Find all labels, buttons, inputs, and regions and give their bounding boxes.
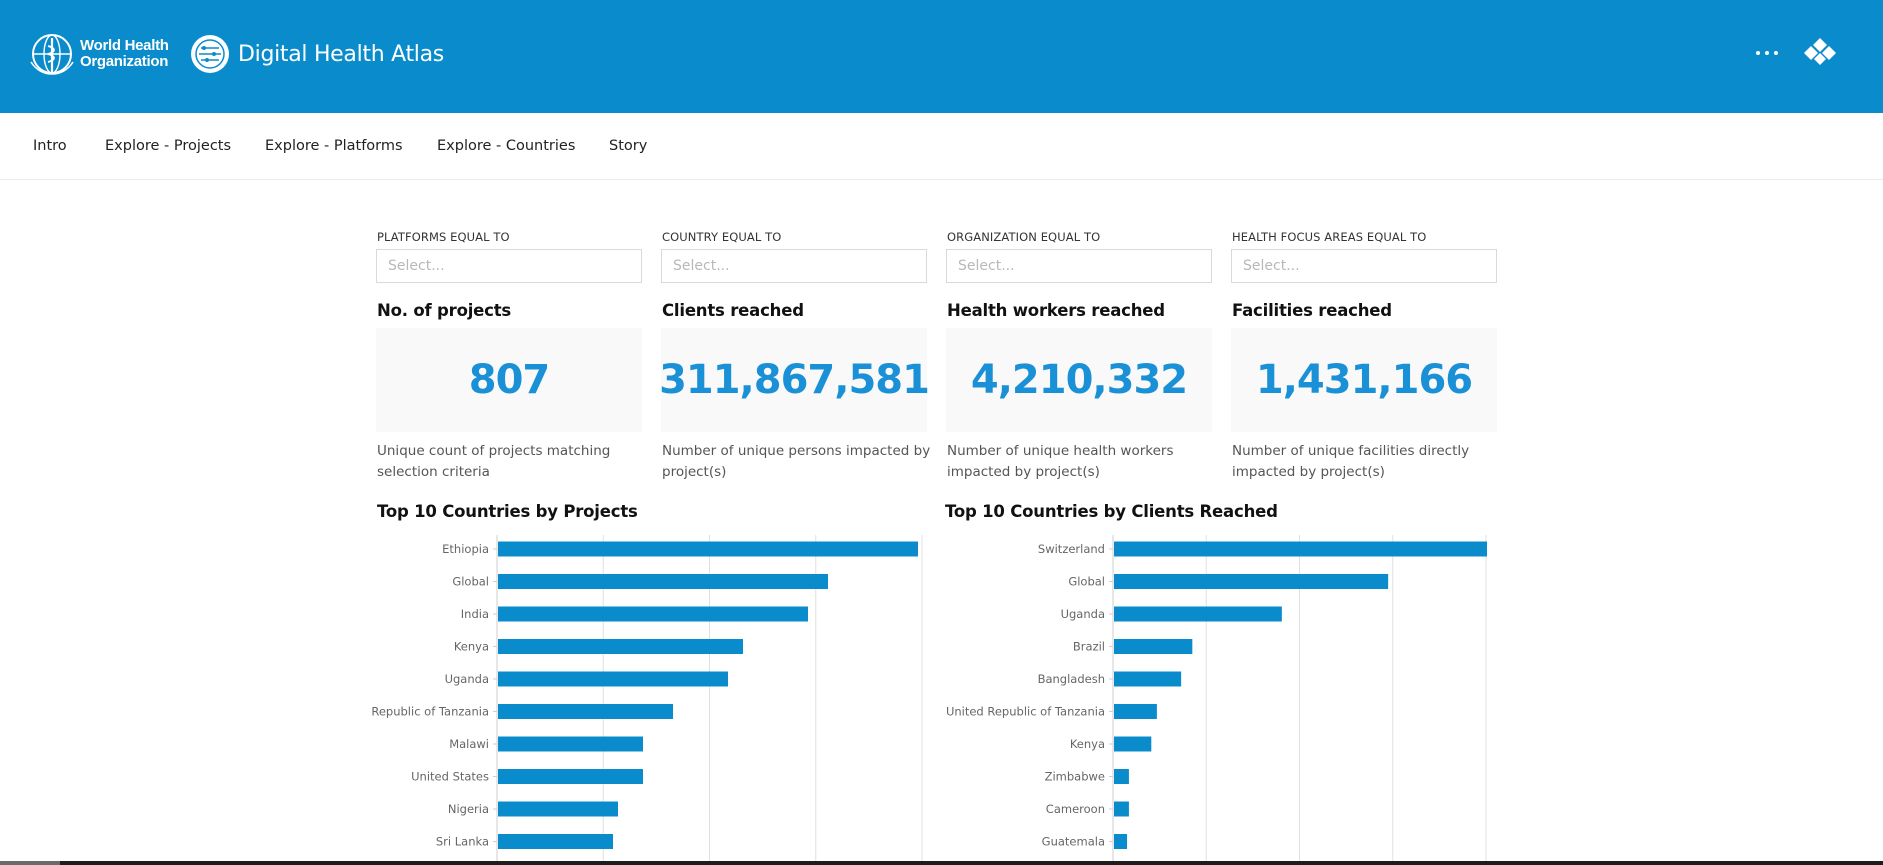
nav-explore-platforms[interactable]: Explore - Platforms — [265, 138, 403, 154]
bar-projects-0[interactable] — [498, 541, 918, 557]
bar-clients-7[interactable] — [1114, 769, 1129, 784]
tick-label: Cameroon — [1046, 802, 1105, 816]
kpi-health-workers-description: Number of unique health workers impacted… — [947, 443, 1174, 480]
bar-clients-8[interactable] — [1114, 801, 1129, 817]
tick-label: Bangladesh — [1038, 672, 1105, 686]
tick-label: Zimbabwe — [1045, 770, 1105, 784]
who-line-2: Organization — [80, 53, 169, 70]
kpi-projects-value: 807 — [468, 357, 550, 403]
country-filter-label: COUNTRY EQUAL TO — [662, 230, 782, 244]
tick-label: Sri Lanka — [436, 835, 489, 849]
bar-projects-4[interactable] — [498, 671, 728, 687]
app-header: World Health Organization Digital Health… — [0, 0, 1883, 113]
bar-projects-7[interactable] — [498, 769, 643, 784]
bar-clients-2[interactable] — [1114, 606, 1282, 622]
organization-select[interactable]: Select... — [946, 249, 1212, 283]
bar-clients-9[interactable] — [1114, 834, 1128, 849]
tick-label: India — [461, 607, 489, 621]
tick-label: Kenya — [1070, 737, 1105, 751]
tick-label: Uganda — [445, 672, 489, 686]
bar-projects-3[interactable] — [498, 639, 743, 654]
tick-label: Ethiopia — [442, 542, 489, 556]
kpi-projects-card: 807 — [376, 328, 642, 432]
country-select[interactable]: Select... — [661, 249, 927, 283]
brand-diamond-icon[interactable] — [1802, 37, 1838, 67]
bar-projects-8[interactable] — [498, 801, 618, 817]
tick-label: Nigeria — [448, 802, 489, 816]
kpi-projects-description: Unique count of projects matching select… — [377, 443, 611, 480]
projects-chart-title: Top 10 Countries by Projects — [377, 502, 638, 521]
main-nav: Intro Explore - Projects Explore - Platf… — [0, 113, 1883, 180]
bar-clients-1[interactable] — [1114, 574, 1389, 589]
nav-explore-projects[interactable]: Explore - Projects — [105, 138, 232, 154]
platforms-select[interactable]: Select... — [376, 249, 642, 283]
kpi-clients-value: 311,867,581 — [659, 357, 930, 403]
more-options-icon[interactable] — [1754, 40, 1784, 64]
nav-explore-countries[interactable]: Explore - Countries — [437, 138, 576, 154]
kpi-clients-card: 311,867,581 — [659, 328, 930, 432]
tick-label: United States — [411, 770, 489, 784]
tick-label: Switzerland — [1038, 542, 1105, 556]
tick-label: Kenya — [454, 640, 489, 654]
projects-by-country-chart: Ethiopia Global India Kenya Uganda Republic o… — [371, 535, 923, 865]
app-title: Digital Health Atlas — [238, 41, 444, 67]
nav-intro[interactable]: Intro — [33, 138, 67, 154]
atlas-logo-icon — [191, 35, 229, 73]
tick-label: Malawi — [449, 737, 489, 751]
clients-chart-title: Top 10 Countries by Clients Reached — [945, 502, 1278, 521]
kpi-facilities-value: 1,431,166 — [1255, 357, 1473, 403]
health-focus-select[interactable]: Select... — [1231, 249, 1497, 283]
bar-clients-4[interactable] — [1114, 671, 1182, 687]
health-focus-filter-label: HEALTH FOCUS AREAS EQUAL TO — [1232, 230, 1427, 244]
platforms-filter-label: PLATFORMS EQUAL TO — [377, 230, 510, 244]
bar-projects-1[interactable] — [498, 574, 828, 589]
organization-filter-label: ORGANIZATION EQUAL TO — [947, 230, 1101, 244]
bar-clients-5[interactable] — [1114, 704, 1157, 719]
tick-label: Republic of Tanzania — [371, 705, 489, 719]
bar-clients-6[interactable] — [1114, 736, 1152, 752]
bar-clients-3[interactable] — [1114, 639, 1193, 654]
kpi-health-workers-card: 4,210,332 — [946, 328, 1212, 432]
clients-by-country-chart: Switzerland Global Uganda Brazil Bangladesh U… — [946, 535, 1487, 865]
kpi-clients-title: Clients reached — [662, 301, 804, 320]
tick-label: Global — [452, 575, 489, 589]
atlas-logo[interactable]: Digital Health Atlas — [190, 34, 444, 74]
tick-label: Guatemala — [1042, 835, 1105, 849]
tick-label: Global — [1068, 575, 1105, 589]
kpi-health-workers-title: Health workers reached — [947, 301, 1165, 320]
scrollbar-thumb[interactable] — [0, 861, 60, 865]
kpi-facilities-description: Number of unique facilities directly imp… — [1232, 443, 1470, 480]
bar-projects-6[interactable] — [498, 736, 643, 752]
horizontal-scrollbar[interactable] — [0, 861, 1883, 865]
bar-clients-0[interactable] — [1114, 541, 1487, 557]
bar-projects-5[interactable] — [498, 704, 673, 719]
tick-label: Brazil — [1073, 640, 1105, 654]
who-wordmark: World Health Organization — [80, 38, 169, 70]
who-logo[interactable]: World Health Organization — [28, 32, 169, 76]
kpi-clients-description: Number of unique persons impacted by pro… — [662, 443, 931, 480]
bar-projects-9[interactable] — [498, 834, 613, 849]
bar-projects-2[interactable] — [498, 606, 808, 622]
who-emblem-icon — [30, 34, 74, 75]
kpi-facilities-title: Facilities reached — [1232, 301, 1392, 320]
nav-story[interactable]: Story — [609, 138, 648, 154]
tick-label: United Republic of Tanzania — [946, 705, 1105, 719]
tick-label: Uganda — [1061, 607, 1105, 621]
kpi-health-workers-value: 4,210,332 — [970, 357, 1188, 403]
who-line-1: World Health — [80, 37, 169, 54]
kpi-projects-title: No. of projects — [377, 301, 512, 320]
kpi-facilities-card: 1,431,166 — [1231, 328, 1497, 432]
